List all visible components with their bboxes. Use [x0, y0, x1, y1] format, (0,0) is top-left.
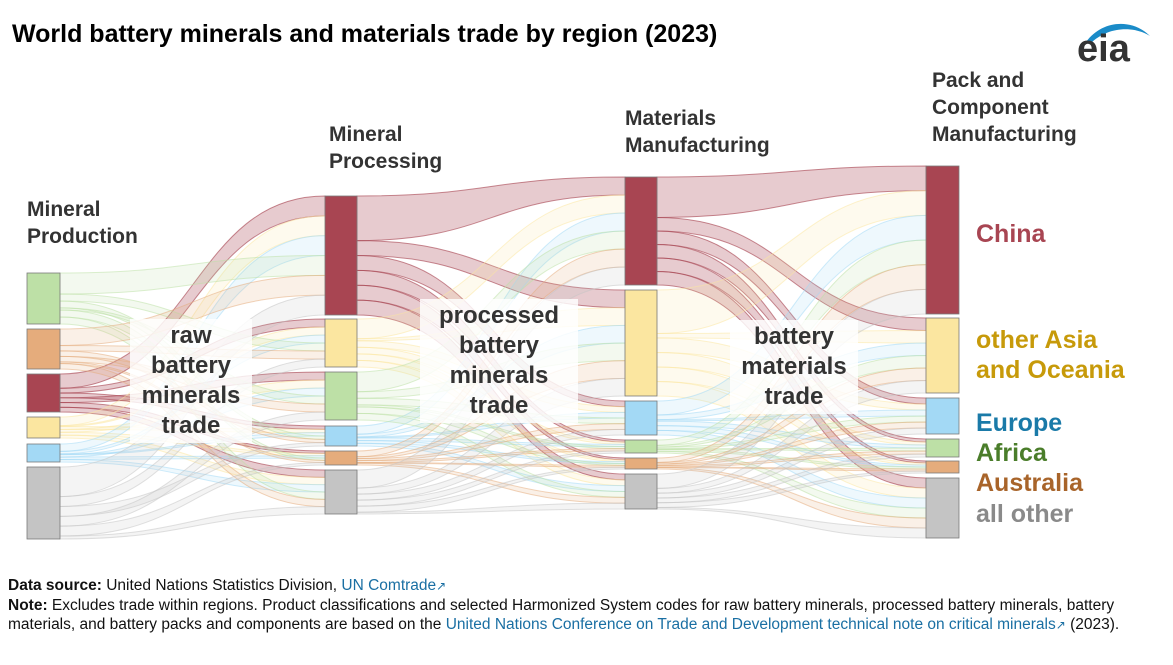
node-pack-component-australia	[925, 460, 960, 474]
node-materials-manufacturing-china	[624, 176, 658, 286]
node-pack-component-all-other	[925, 477, 960, 539]
stage-label-mineral-processing: Mineral Processing	[329, 123, 443, 173]
data-source-label: Data source:	[8, 577, 102, 594]
node-mineral-production-china	[26, 373, 61, 413]
region-label-all-other: all other	[976, 500, 1074, 528]
node-mineral-processing-china	[324, 195, 358, 316]
node-materials-manufacturing-other-asia	[624, 289, 658, 397]
chart-title: World battery minerals and materials tra…	[12, 20, 718, 48]
note-line: Note: Excludes trade within regions. Pro…	[8, 596, 1158, 635]
trade-label-raw: raw battery minerals trade	[130, 319, 252, 443]
node-pack-component-china	[925, 165, 960, 315]
trade-label-processed: processed battery minerals trade	[420, 299, 578, 423]
unctad-technical-note-link[interactable]: United Nations Conference on Trade and D…	[445, 616, 1056, 633]
node-mineral-processing-europe	[324, 425, 358, 447]
region-label-china: China	[976, 220, 1046, 248]
node-mineral-processing-australia	[324, 450, 358, 466]
region-label-other-asia: other Asia and Oceania	[976, 326, 1125, 384]
node-materials-manufacturing-africa	[624, 439, 658, 454]
node-pack-component-other-asia	[925, 317, 960, 394]
node-mineral-production-australia	[26, 328, 61, 370]
node-mineral-production-other-asia	[26, 416, 61, 439]
node-materials-manufacturing-europe	[624, 400, 658, 436]
node-mineral-processing-other-asia	[324, 318, 358, 368]
stage-label-materials-manufacturing: Materials Manufacturing	[625, 107, 770, 157]
note-text: Excludes trade within regions. Product c…	[8, 597, 1115, 633]
stage-label-pack-component: Pack and Component Manufacturing	[932, 69, 1077, 146]
node-pack-component-europe	[925, 397, 960, 435]
stage-label-mineral-production: Mineral Production	[27, 198, 138, 248]
trade-label-materials: battery materials trade	[730, 320, 858, 414]
region-label-europe: Europe	[976, 409, 1063, 437]
node-materials-manufacturing-all-other	[624, 473, 658, 510]
region-nodes	[26, 165, 960, 540]
node-mineral-production-europe	[26, 443, 61, 463]
data-source-text: United Nations Statistics Division,	[106, 577, 338, 594]
external-link-icon: ↗	[1055, 618, 1066, 632]
un-comtrade-link[interactable]: UN Comtrade	[341, 577, 437, 594]
node-pack-component-africa	[925, 438, 960, 458]
node-materials-manufacturing-australia	[624, 457, 658, 470]
node-mineral-production-all-other	[26, 466, 61, 540]
note-label: Note:	[8, 597, 48, 614]
region-label-africa: Africa	[976, 439, 1047, 467]
node-mineral-processing-africa	[324, 371, 358, 421]
eia-logo-text: eia	[1077, 28, 1130, 70]
note-suffix: (2023).	[1070, 616, 1120, 633]
node-mineral-processing-all-other	[324, 469, 358, 515]
external-link-icon: ↗	[436, 579, 447, 593]
node-mineral-production-africa	[26, 272, 61, 325]
eia-logo-arc-icon	[1086, 23, 1150, 44]
region-label-australia: Australia	[976, 469, 1083, 497]
footer: Data source: United Nations Statistics D…	[8, 576, 1158, 635]
data-source-line: Data source: United Nations Statistics D…	[8, 576, 1158, 596]
